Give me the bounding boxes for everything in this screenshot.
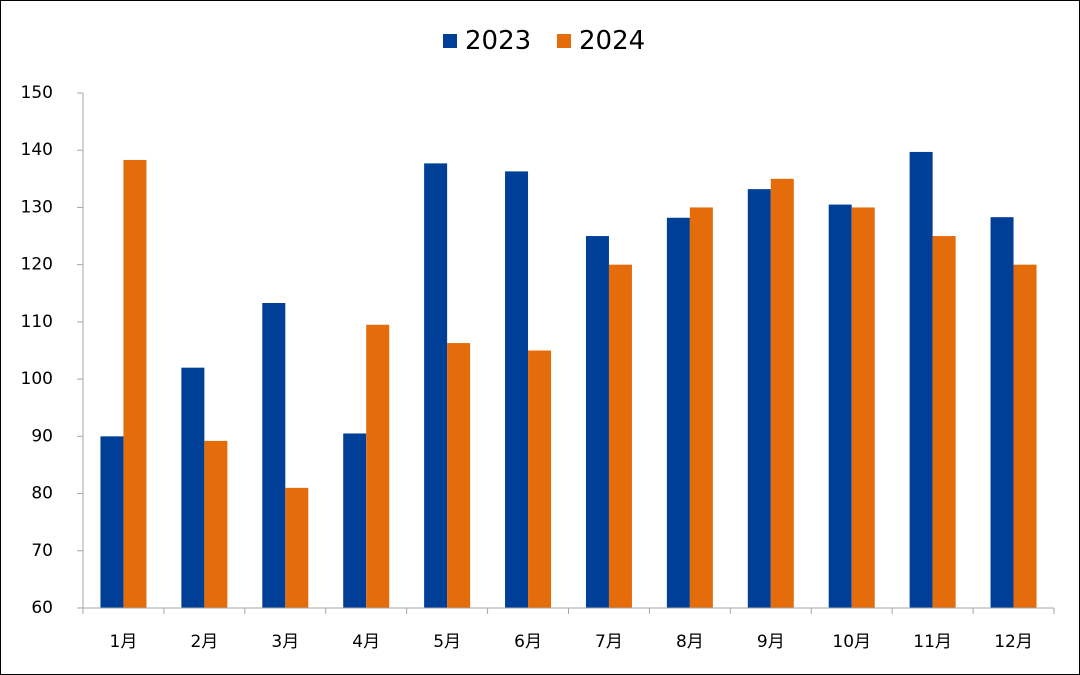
y-tick-label: 90 [31, 426, 53, 446]
bar-2024 [285, 487, 309, 608]
bar-2024 [447, 343, 471, 608]
bar-2023 [343, 433, 367, 608]
bar-2023 [828, 204, 852, 609]
y-tick-label: 140 [21, 140, 53, 160]
x-tick-label: 11月 [913, 632, 952, 652]
bar-2024 [123, 159, 147, 608]
x-axis: 1月 2月 3月 4月 5月 6月 7月 8月 9月 10月 11月 12月 [82, 607, 1055, 652]
bar-2024 [528, 350, 552, 608]
legend: 2023 2024 [443, 26, 645, 56]
y-tick-label: 110 [21, 312, 53, 332]
y-tick-label: 80 [31, 484, 53, 504]
bar-2023 [100, 436, 124, 608]
bar-2023 [666, 217, 690, 608]
bar-2023 [262, 303, 286, 608]
bar-2024 [689, 207, 713, 608]
y-tick-label: 120 [21, 255, 53, 275]
bar-2023 [181, 367, 205, 608]
x-tick-label: 5月 [433, 632, 461, 652]
x-tick-label: 9月 [757, 632, 785, 652]
legend-swatch-2024 [557, 34, 571, 48]
bar-2024 [204, 440, 228, 608]
y-tick-label: 70 [31, 541, 53, 561]
x-tick-label: 2月 [190, 632, 218, 652]
bar-2024 [932, 236, 956, 609]
bars [100, 151, 1037, 609]
x-tick-label: 12月 [994, 632, 1033, 652]
x-tick-label: 1月 [110, 632, 138, 652]
y-tick-label: 130 [21, 197, 53, 217]
x-tick-label: 8月 [676, 632, 704, 652]
legend-label-2023: 2023 [465, 26, 531, 56]
bar-2023 [990, 217, 1014, 608]
x-tick-label: 7月 [595, 632, 623, 652]
legend-label-2024: 2024 [579, 26, 645, 56]
x-tick-label: 3月 [271, 632, 299, 652]
x-tick-label: 10月 [832, 632, 871, 652]
y-tick-label: 100 [21, 369, 53, 389]
y-tick-label: 150 [21, 83, 53, 103]
bar-2024 [1013, 264, 1037, 608]
x-tick-label: 4月 [352, 632, 380, 652]
bar-2024 [608, 264, 632, 608]
y-axis: 60 70 80 90 100 110 120 130 140 150 [21, 83, 84, 618]
bar-2023 [585, 236, 609, 609]
bar-2023 [747, 189, 771, 608]
bar-2024 [770, 178, 794, 609]
bar-2023 [424, 163, 448, 608]
y-tick-label: 60 [31, 598, 53, 618]
legend-swatch-2023 [443, 34, 457, 48]
bar-2024 [851, 207, 875, 608]
x-tick-label: 6月 [514, 632, 542, 652]
bar-2023 [505, 171, 529, 608]
bar-2023 [909, 151, 933, 608]
bar-2024 [366, 324, 390, 608]
